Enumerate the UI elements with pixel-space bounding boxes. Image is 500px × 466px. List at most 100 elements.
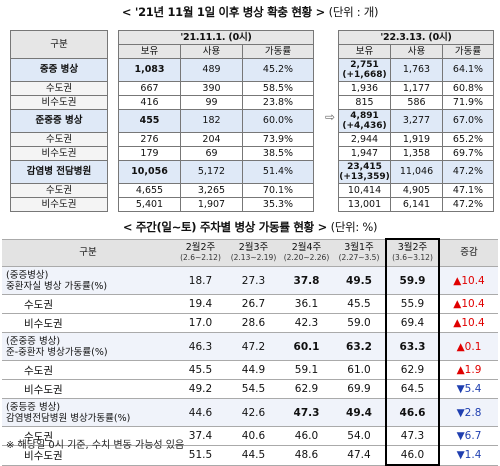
table-row: 수도권 19.4 26.7 36.1 45.5 55.9 ▲10.4 [2,294,498,314]
week-label: 2월2주 [185,241,216,253]
arrow-icon: ⇨ [325,110,336,124]
cell: 1,083 [118,58,181,82]
cell: 27.3 [227,266,280,295]
row-label: 비수도권 [2,313,174,333]
row-label-line: (중등증 병상) [6,401,61,413]
change-down: ▼5.4 [439,379,498,399]
cell: 11,046 [390,160,443,184]
cell: 1,177 [390,81,443,96]
title-text: < 주간(일~토) 주차별 병상 가동률 현황 > [122,220,327,234]
cell: 390 [180,81,243,96]
week-range: (2.20~2.26) [283,252,330,262]
weekly-rate-table: 구분 2월2주 (2.6~2.12) 2월3주 (2.13~2.19) 2월4주 (2… [2,238,498,466]
change-down: ▼6.7 [439,426,498,446]
cell-with-increase: 4,891 (+4,436) [338,109,391,133]
cell: 2,944 [338,132,391,147]
cell-value: 23,415 [347,162,382,172]
cell: 44.9 [227,360,280,380]
cell-with-increase: 2,751 (+1,668) [338,58,391,82]
cell: 38.5% [242,146,314,161]
cell: 10,414 [338,183,391,198]
cell: 49.5 [333,266,386,295]
row-label: (준중증 병상) 준-중환자 병상가동률(%) [2,332,174,361]
cell-with-increase: 23,415 (+13,359) [338,160,391,184]
row-label: 수도권 [2,294,174,314]
cell: 47.2 [227,332,280,361]
cell-value: 4,891 [350,111,379,121]
cell: 48.6 [280,445,333,466]
header-week: 2월2주 (2.6~2.12) [174,238,227,267]
cell: 64.1% [442,58,494,82]
cell: 51.4% [242,160,314,184]
cell: 586 [390,95,443,110]
category-semi-severe: 준중증 병상 [10,109,108,133]
change-up: ▲10.4 [439,313,498,333]
cell: 73.9% [242,132,314,147]
category-capital: 수도권 [10,183,108,198]
row-label-line: 감염병전담병원 병상가동률(%) [6,412,131,424]
cell: 182 [180,109,243,133]
row-label-line: (중증병상) [6,269,49,281]
cell: 13,001 [338,197,391,212]
cell: 47.3 [280,398,333,427]
cell: 1,358 [390,146,443,161]
cell: 1,919 [390,132,443,147]
cell: 4,655 [118,183,181,198]
cell: 46.6 [385,398,440,427]
row-label: (중증병상) 중환자실 병상 가동률(%) [2,266,174,295]
title-text: < '21년 11월 1일 이후 병상 확충 현황 > [121,5,325,19]
row-label: 수도권 [2,360,174,380]
change-down: ▼2.8 [439,398,498,427]
cell: 67.0% [442,109,494,133]
table-header-row: 구분 2월2주 (2.6~2.12) 2월3주 (2.13~2.19) 2월4주 (2… [2,238,498,267]
week-label: 2월4주 [291,241,322,253]
cell: 455 [118,109,181,133]
table-row-group: (준중증 병상) 준-중환자 병상가동률(%) 46.3 47.2 60.1 63… [2,332,498,361]
category-severe: 중증 병상 [10,58,108,82]
row-label-line: 중환자실 병상 가동률(%) [6,280,108,292]
cell: 28.6 [227,313,280,333]
cell: 54.0 [333,426,386,446]
cell: 58.5% [242,81,314,96]
cell: 26.7 [227,294,280,314]
cell: 55.9 [385,294,440,314]
row-label: (중등증 병상) 감염병전담병원 병상가동률(%) [2,398,174,427]
cell: 99 [180,95,243,110]
unit-text: (단위 : 개) [328,5,379,19]
cell-increase: (+4,436) [342,121,387,131]
cell: 37.4 [174,426,227,446]
cell: 815 [338,95,391,110]
cell: 47.3 [385,426,440,446]
cell: 10,056 [118,160,181,184]
cell: 62.9 [385,360,440,380]
cell: 64.5 [385,379,440,399]
cell: 60.8% [442,81,494,96]
table-2021-11-01: '21.11.1. (0시) 보유 사용 가동률 1,083 489 45.2%… [118,30,314,212]
week-label: 3월1주 [344,241,374,253]
cell: 59.9 [385,266,440,295]
header-week: 2월3주 (2.13~2.19) [227,238,280,267]
cell: 69.9 [333,379,386,399]
week-range: (3.6~3.12) [392,253,433,262]
cell: 42.6 [227,398,280,427]
header-week: 3월1주 (2.27~3.5) [333,238,386,267]
cell: 46.0 [280,426,333,446]
cell-increase: (+1,668) [342,70,387,80]
week-range: (2.27~3.5) [338,252,380,262]
cell: 47.2% [442,197,494,212]
table-row: 비수도권 17.0 28.6 42.3 59.0 69.4 ▲10.4 [2,313,498,333]
title-weekly-rate: < 주간(일~토) 주차별 병상 가동률 현황 > (단위: %) [0,219,500,235]
cell: 59.1 [280,360,333,380]
cell: 1,763 [390,58,443,82]
cell: 46.0 [385,445,440,466]
cell: 61.0 [333,360,386,380]
cell: 63.2 [333,332,386,361]
row-label-line: 준-중환자 병상가동률(%) [6,346,108,358]
table-2022-03-13: '22.3.13. (0시) 보유 사용 가동률 2,751 (+1,668) … [338,30,494,212]
table-row-group: (중증병상) 중환자실 병상 가동률(%) 18.7 27.3 37.8 49.5… [2,266,498,295]
cell: 47.4 [333,445,386,466]
category-noncapital: 비수도권 [10,95,108,110]
cell: 416 [118,95,181,110]
cell: 3,277 [390,109,443,133]
title-bed-expansion: < '21년 11월 1일 이후 병상 확충 현황 > (단위 : 개) [0,4,500,20]
